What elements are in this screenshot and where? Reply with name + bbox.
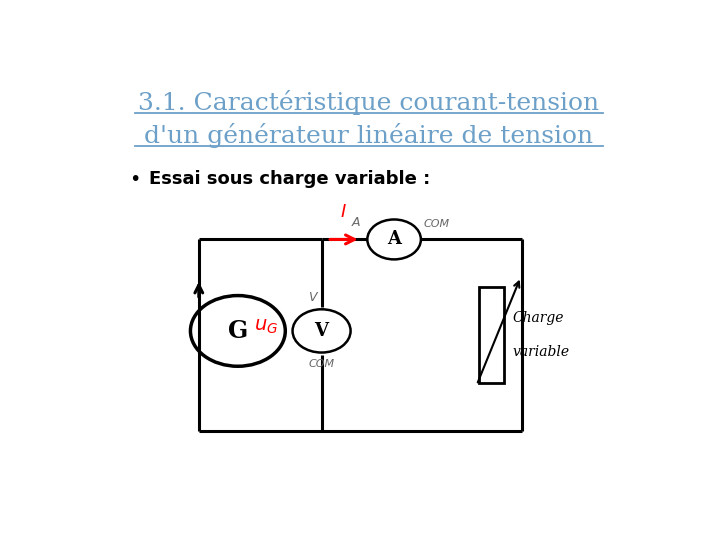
Text: Charge: Charge [513, 312, 564, 326]
Text: 3.1. Caractéristique courant-tension: 3.1. Caractéristique courant-tension [138, 90, 600, 114]
Text: $A$: $A$ [351, 216, 361, 229]
Text: $V$: $V$ [307, 291, 319, 305]
Text: COM: COM [308, 359, 335, 369]
Text: $I$: $I$ [341, 202, 347, 221]
Text: •: • [129, 170, 140, 188]
Circle shape [367, 219, 421, 259]
Text: variable: variable [513, 345, 570, 359]
Circle shape [292, 309, 351, 353]
Text: Essai sous charge variable :: Essai sous charge variable : [148, 170, 430, 188]
Text: G: G [228, 319, 248, 343]
Text: COM: COM [423, 219, 450, 229]
Bar [480, 287, 504, 383]
Text: V: V [315, 322, 328, 340]
Text: A: A [387, 231, 401, 248]
Text: $u_G$: $u_G$ [253, 318, 278, 336]
Text: d'un générateur linéaire de tension: d'un générateur linéaire de tension [145, 123, 593, 148]
